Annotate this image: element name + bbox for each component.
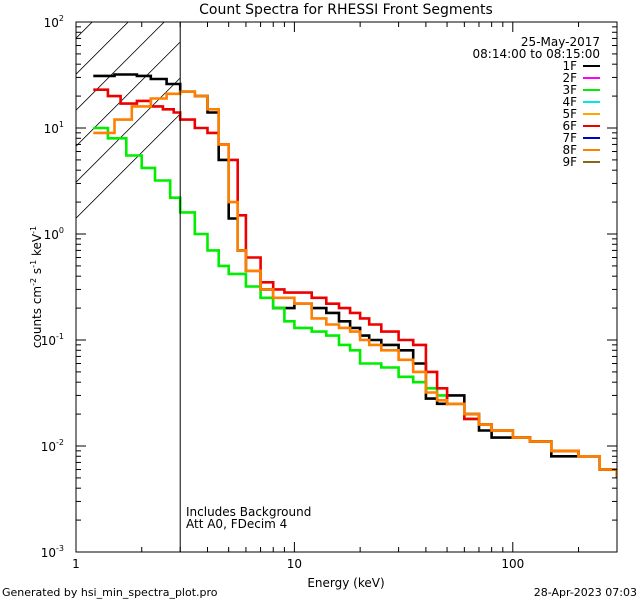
hatch-line xyxy=(76,22,93,39)
annotation-attenuator: Att A0, FDecim 4 xyxy=(186,517,287,531)
y-axis-label: counts cm-2 s-1 keV-1 xyxy=(29,226,44,348)
y-tick-label: 10-1 xyxy=(41,332,64,348)
y-tick-label: 101 xyxy=(44,120,64,136)
y-tick-label: 102 xyxy=(44,14,64,30)
legend-label: 6F xyxy=(562,119,577,133)
time-range-label: 08:14:00 to 08:15:00 xyxy=(473,47,600,61)
y-axis-tick-labels: 10-3 10-2 10-1 100 101 102 xyxy=(41,14,64,560)
series-line-8F xyxy=(93,90,617,478)
hatch-line xyxy=(76,22,165,111)
x-axis-ticks xyxy=(75,22,618,552)
series-line-1F xyxy=(93,73,617,478)
y-tick-label: 10-2 xyxy=(41,438,64,454)
y-label-exponent: -1 xyxy=(29,260,38,268)
y-axis-ticks xyxy=(76,21,617,553)
series-line-3F xyxy=(93,126,617,478)
legend-label: 5F xyxy=(562,107,577,121)
y-label-exponent: -2 xyxy=(29,278,38,286)
y-tick-label: 100 xyxy=(44,226,64,242)
plot-frame xyxy=(75,21,618,553)
date-label: 25-May-2017 xyxy=(521,35,600,49)
hatch-line xyxy=(76,0,180,2)
y-label-exponent: -1 xyxy=(29,226,38,234)
annotation-background: Includes Background xyxy=(186,505,311,519)
series-group xyxy=(93,73,617,478)
legend-label: 8F xyxy=(562,143,577,157)
x-tick-label: 1 xyxy=(72,557,80,571)
legend-label: 2F xyxy=(562,71,577,85)
hatch-line xyxy=(76,22,129,75)
timestamp-text: 28-Apr-2023 07:03 xyxy=(534,586,637,599)
legend-label: 3F xyxy=(562,83,577,97)
hatch-line xyxy=(76,77,181,183)
legend-label: 4F xyxy=(562,95,577,109)
x-axis-tick-labels: 1 10 100 xyxy=(72,557,524,571)
series-line-6F xyxy=(93,88,617,478)
chart-title: Count Spectra for RHESSI Front Segments xyxy=(199,2,493,18)
generated-by-text: Generated by hsi_min_spectra_plot.pro xyxy=(2,586,218,599)
x-tick-label: 100 xyxy=(501,557,524,571)
y-tick-label: 10-3 xyxy=(41,544,64,560)
hatch-line xyxy=(76,113,181,219)
x-axis-label: Energy (keV) xyxy=(307,576,384,590)
legend-label: 1F xyxy=(562,59,577,73)
legend-label: 9F xyxy=(562,155,577,169)
x-tick-label: 10 xyxy=(287,557,302,571)
legend-label: 7F xyxy=(562,131,577,145)
